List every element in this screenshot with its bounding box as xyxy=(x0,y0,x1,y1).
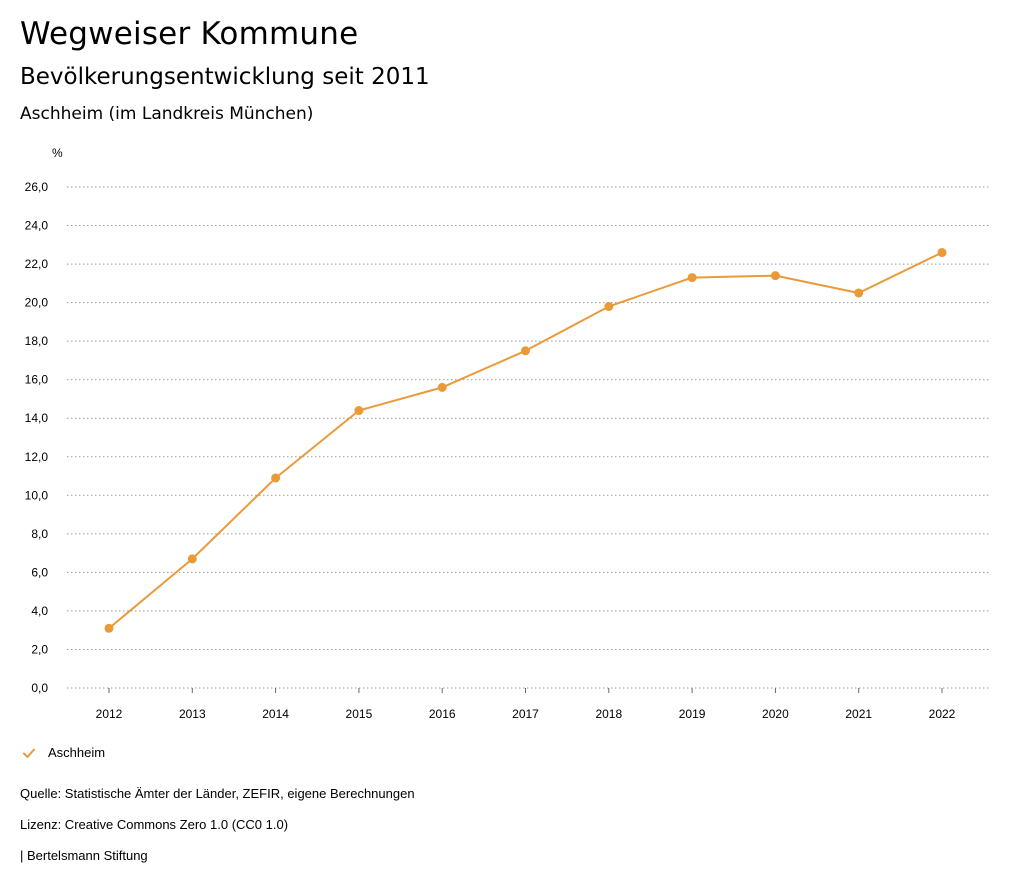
data-point xyxy=(104,623,114,633)
y-axis-unit-label: % xyxy=(52,146,63,160)
y-tick-label: 20,0 xyxy=(25,296,49,310)
data-point xyxy=(687,273,697,283)
data-point xyxy=(604,301,614,311)
y-tick-label: 2,0 xyxy=(31,642,48,656)
data-point xyxy=(521,346,530,356)
x-tick-label: 2020 xyxy=(762,707,789,721)
brand-note: | Bertelsmann Stiftung xyxy=(20,848,148,863)
y-tick-label: 14,0 xyxy=(25,411,49,425)
x-tick-label: 2021 xyxy=(845,707,872,721)
x-tick-label: 2022 xyxy=(929,707,956,721)
y-tick-label: 4,0 xyxy=(31,604,48,618)
data-point xyxy=(271,473,281,483)
app-title: Wegweiser Kommune xyxy=(20,16,359,52)
legend-label: Aschheim xyxy=(48,745,106,760)
x-tick-label: 2013 xyxy=(179,707,206,721)
x-tick-label: 2012 xyxy=(96,707,123,721)
chart-subtitle: Aschheim (im Landkreis München) xyxy=(20,104,314,124)
data-point xyxy=(187,554,197,564)
legend-item-aschheim[interactable]: Aschheim xyxy=(22,745,105,760)
data-point xyxy=(770,271,780,281)
y-tick-label: 6,0 xyxy=(31,565,48,579)
x-tick-label: 2015 xyxy=(346,707,373,721)
y-tick-label: 0,0 xyxy=(31,681,48,695)
y-tick-label: 22,0 xyxy=(25,257,49,271)
y-tick-label: 12,0 xyxy=(25,450,49,464)
y-tick-label: 24,0 xyxy=(25,219,49,233)
x-tick-label: 2019 xyxy=(679,707,706,721)
chart-title: Bevölkerungsentwicklung seit 2011 xyxy=(20,64,430,90)
data-point xyxy=(354,406,364,416)
y-tick-label: 8,0 xyxy=(31,527,48,541)
x-tick-label: 2014 xyxy=(262,707,289,721)
data-point xyxy=(937,248,947,258)
x-tick-label: 2018 xyxy=(595,707,622,721)
series-line xyxy=(108,251,943,630)
x-tick-label: 2017 xyxy=(512,707,539,721)
x-tick-label: 2016 xyxy=(429,707,456,721)
license-note: Lizenz: Creative Commons Zero 1.0 (CC0 1… xyxy=(20,817,289,832)
source-note: Quelle: Statistische Ämter der Länder, Z… xyxy=(20,786,415,801)
y-tick-label: 16,0 xyxy=(25,373,49,387)
data-point xyxy=(854,288,864,298)
data-point xyxy=(437,382,447,392)
y-tick-label: 10,0 xyxy=(25,488,49,502)
y-tick-label: 26,0 xyxy=(25,180,49,194)
checkmark-icon xyxy=(23,748,35,758)
y-tick-label: 18,0 xyxy=(25,334,49,348)
